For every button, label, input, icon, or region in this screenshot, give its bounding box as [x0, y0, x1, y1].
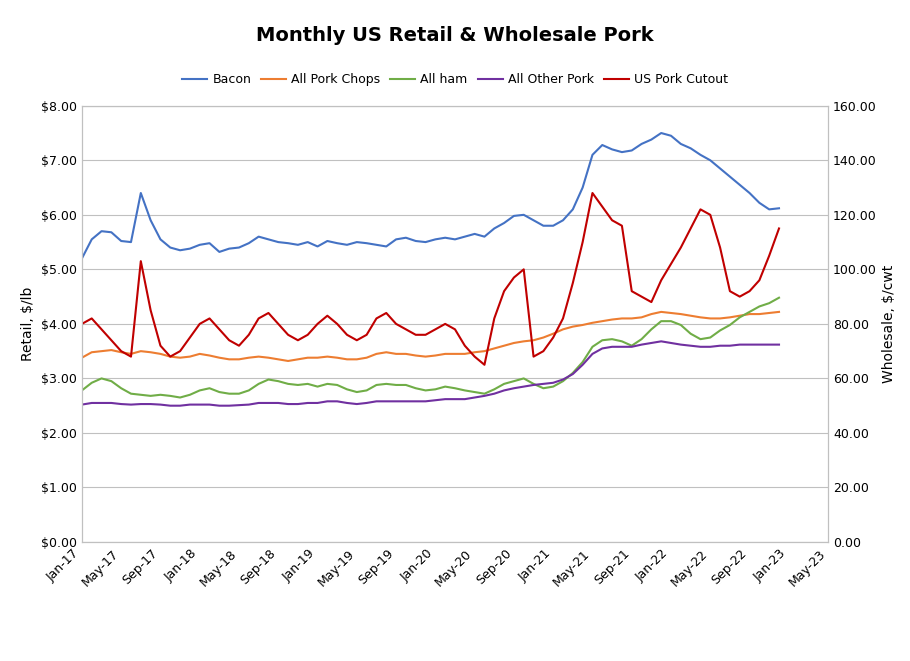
US Pork Cutout — [558, 315, 569, 323]
All Other Pork — [76, 401, 87, 408]
Line: Bacon: Bacon — [82, 133, 779, 258]
All ham — [76, 387, 87, 395]
Bacon — [656, 129, 667, 137]
All Other Pork — [322, 397, 333, 405]
Bacon — [312, 243, 323, 251]
All Pork Chops — [175, 354, 186, 362]
Y-axis label: Retail, $/lb: Retail, $/lb — [22, 287, 35, 361]
All Other Pork — [734, 340, 745, 348]
US Pork Cutout — [587, 189, 598, 197]
Y-axis label: Wholesale, $/cwt: Wholesale, $/cwt — [883, 265, 896, 383]
Bacon — [76, 254, 87, 262]
All ham — [253, 380, 264, 388]
All ham — [528, 380, 539, 388]
All Other Pork — [774, 340, 784, 348]
All Pork Chops — [656, 308, 667, 316]
Line: All Pork Chops: All Pork Chops — [82, 312, 779, 361]
All Other Pork — [165, 402, 176, 410]
All Pork Chops — [322, 352, 333, 360]
All ham — [322, 380, 333, 388]
All Pork Chops — [558, 325, 569, 333]
Line: US Pork Cutout: US Pork Cutout — [82, 193, 779, 365]
Bacon — [519, 211, 530, 219]
All Pork Chops — [528, 336, 539, 344]
All ham — [175, 393, 186, 401]
US Pork Cutout — [76, 320, 87, 328]
All Other Pork — [479, 392, 490, 400]
All Pork Chops — [734, 312, 745, 320]
Legend: Bacon, All Pork Chops, All ham, All Other Pork, US Pork Cutout: Bacon, All Pork Chops, All ham, All Othe… — [177, 68, 733, 91]
US Pork Cutout — [774, 225, 784, 233]
Line: All ham: All ham — [82, 297, 779, 397]
Bacon — [175, 247, 186, 254]
All Other Pork — [528, 381, 539, 389]
US Pork Cutout — [479, 361, 490, 369]
Line: All Other Pork: All Other Pork — [82, 341, 779, 406]
All Pork Chops — [479, 347, 490, 355]
US Pork Cutout — [312, 320, 323, 328]
All Other Pork — [558, 375, 569, 383]
All ham — [479, 390, 490, 398]
Bacon — [548, 221, 559, 229]
All Pork Chops — [774, 308, 784, 316]
All Pork Chops — [283, 357, 294, 365]
All Other Pork — [656, 337, 667, 345]
Bacon — [470, 230, 480, 238]
Bacon — [774, 204, 784, 212]
All Other Pork — [185, 401, 196, 408]
Bacon — [243, 239, 254, 247]
All Pork Chops — [76, 354, 87, 362]
All ham — [774, 293, 784, 301]
US Pork Cutout — [734, 293, 745, 301]
Text: Monthly US Retail & Wholesale Pork: Monthly US Retail & Wholesale Pork — [257, 26, 653, 46]
US Pork Cutout — [470, 352, 480, 360]
All ham — [185, 391, 196, 399]
US Pork Cutout — [528, 352, 539, 360]
All ham — [558, 377, 569, 385]
US Pork Cutout — [175, 347, 186, 355]
